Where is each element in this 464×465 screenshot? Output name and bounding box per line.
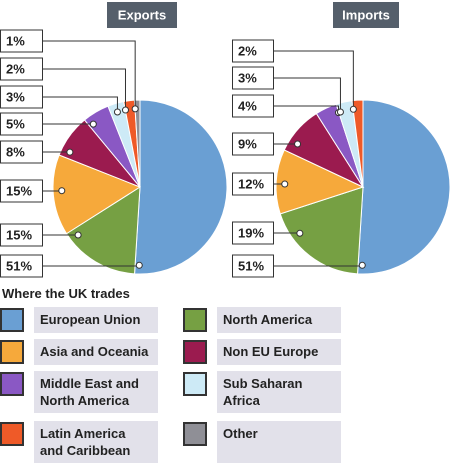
pie-slice — [279, 186, 364, 275]
label-box — [0, 29, 43, 53]
value-label: 3% — [238, 70, 257, 85]
legend-swatch — [183, 308, 207, 332]
legend-item: Non EU Europe — [183, 339, 343, 365]
value-label: 15% — [6, 183, 32, 198]
legend-item: Latin America and Caribbean — [0, 421, 160, 463]
label-box — [232, 39, 274, 63]
leader-dot — [294, 140, 302, 148]
legend-label: Non EU Europe — [217, 339, 341, 365]
value-label: 19% — [238, 225, 264, 240]
label-box — [232, 94, 274, 118]
legend-label: North America — [217, 307, 341, 333]
leader-dot — [358, 261, 366, 269]
pie-slice — [357, 99, 451, 275]
value-label: 12% — [238, 176, 264, 191]
legend-swatch — [183, 340, 207, 364]
pie-slice — [275, 149, 365, 215]
leader-line — [42, 40, 136, 109]
label-box — [232, 172, 274, 196]
legend-item: Middle East and North America — [0, 371, 160, 413]
leader-dot — [336, 108, 344, 116]
leader-line — [42, 68, 126, 111]
value-label: 4% — [238, 98, 257, 113]
leader-dot — [135, 261, 143, 269]
legend-title: Where the UK trades — [2, 286, 130, 301]
value-label: 9% — [238, 136, 257, 151]
legend-swatch — [0, 422, 24, 446]
leader-dot — [58, 187, 66, 195]
legend-swatch — [183, 372, 207, 396]
leader-line — [42, 96, 118, 113]
leader-dot — [349, 105, 357, 113]
label-box — [232, 66, 274, 90]
label-box — [0, 140, 43, 164]
pie-slice — [351, 99, 364, 188]
value-label: 8% — [6, 144, 25, 159]
value-label: 5% — [6, 116, 25, 131]
label-box — [0, 179, 43, 203]
leader-line — [273, 77, 341, 113]
legend-item: Other — [183, 421, 343, 463]
label-box — [0, 57, 43, 81]
legend-swatch — [0, 372, 24, 396]
legend-item: North America — [183, 307, 343, 333]
legend-label: Sub Saharan Africa — [217, 371, 341, 413]
label-box — [0, 254, 43, 278]
legend-swatch — [0, 340, 24, 364]
leader-dot — [113, 108, 121, 116]
pie-slice — [134, 99, 228, 275]
label-box — [232, 254, 274, 278]
title-box — [333, 2, 399, 28]
label-box — [232, 221, 274, 245]
value-label: 51% — [6, 258, 32, 273]
chart-title: Exports — [118, 7, 166, 22]
label-box — [0, 112, 43, 136]
label-box — [232, 132, 274, 156]
value-label: 51% — [238, 258, 264, 273]
value-label: 2% — [6, 61, 25, 76]
pie-slice — [52, 154, 142, 235]
legend-label: Middle East and North America — [34, 371, 158, 413]
leader-dot — [131, 105, 139, 113]
title-box — [107, 2, 177, 28]
legend-swatch — [0, 308, 24, 332]
chart: Exports 51% 15% 15% 8% 5% 3% 2% 1% Imports 51% 19% 1… — [0, 2, 451, 278]
leader-dot — [66, 148, 74, 156]
pie-slice — [65, 186, 141, 275]
value-label: 15% — [6, 227, 32, 242]
chart-title: Imports — [342, 7, 390, 22]
label-box — [0, 223, 43, 247]
legend-item: Asia and Oceania — [0, 339, 160, 365]
leader-dot — [74, 231, 82, 239]
label-box — [0, 85, 43, 109]
legend-label: Asia and Oceania — [34, 339, 158, 365]
leader-line — [273, 50, 354, 110]
legend-label: European Union — [34, 307, 158, 333]
leader-dot — [281, 180, 289, 188]
legend-swatch — [183, 422, 207, 446]
value-label: 3% — [6, 89, 25, 104]
leader-dot — [121, 106, 129, 114]
legend-label: Other — [217, 421, 341, 463]
value-label: 2% — [238, 43, 257, 58]
legend-item: European Union — [0, 307, 160, 333]
leader-dot — [89, 120, 97, 128]
legend-label: Latin America and Caribbean — [34, 421, 158, 463]
leader-dot — [296, 229, 304, 237]
value-label: 1% — [6, 33, 25, 48]
legend-item: Sub Saharan Africa — [183, 371, 343, 413]
pie-slice — [134, 99, 141, 188]
